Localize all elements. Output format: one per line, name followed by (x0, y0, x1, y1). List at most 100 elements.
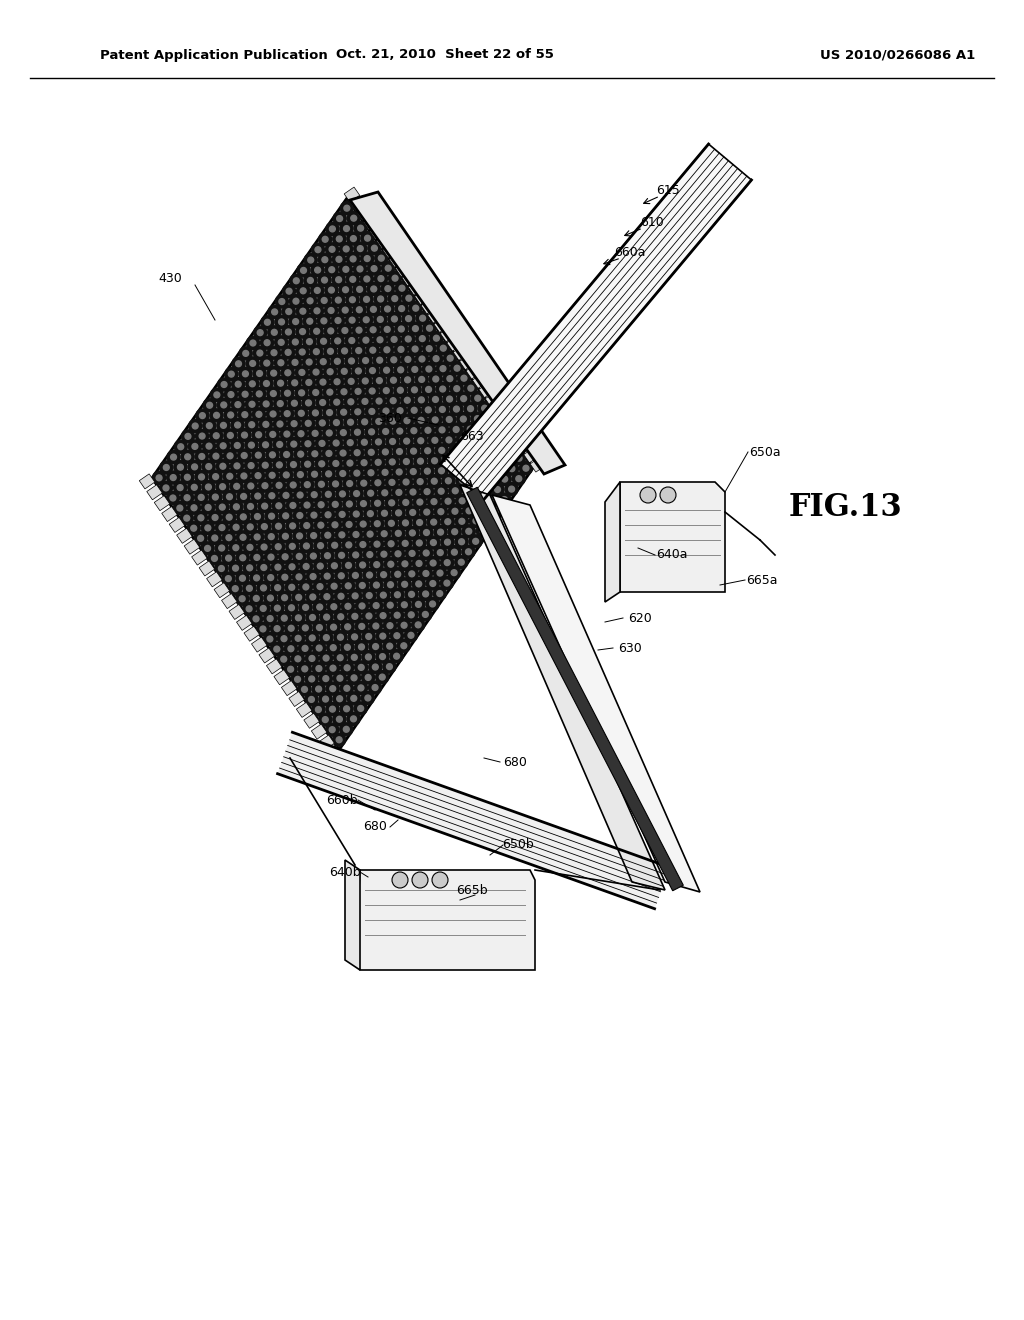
Circle shape (297, 264, 310, 277)
Circle shape (452, 570, 457, 576)
Circle shape (316, 355, 330, 368)
Circle shape (446, 437, 452, 442)
Circle shape (306, 590, 319, 603)
Circle shape (216, 500, 228, 513)
Circle shape (350, 276, 355, 282)
Circle shape (459, 519, 465, 524)
Circle shape (447, 566, 461, 579)
Circle shape (248, 524, 253, 529)
Circle shape (206, 463, 212, 470)
Circle shape (403, 438, 410, 444)
Circle shape (509, 445, 515, 451)
Circle shape (309, 407, 322, 420)
Circle shape (299, 581, 312, 594)
Circle shape (403, 458, 410, 465)
Circle shape (167, 491, 179, 504)
Circle shape (365, 466, 378, 479)
Circle shape (350, 487, 364, 500)
Circle shape (265, 490, 279, 502)
Circle shape (424, 469, 430, 474)
Text: 640b: 640b (329, 866, 360, 879)
Circle shape (327, 682, 339, 696)
Circle shape (332, 543, 338, 548)
Text: Oct. 21, 2010  Sheet 22 of 55: Oct. 21, 2010 Sheet 22 of 55 (336, 49, 554, 62)
Circle shape (372, 246, 377, 251)
Circle shape (254, 535, 260, 540)
Circle shape (310, 533, 316, 539)
Circle shape (342, 579, 354, 593)
Circle shape (331, 644, 336, 651)
Circle shape (214, 392, 220, 397)
Circle shape (285, 622, 298, 635)
Circle shape (441, 495, 455, 508)
Circle shape (418, 438, 424, 444)
Circle shape (275, 544, 282, 549)
Polygon shape (498, 411, 514, 425)
Circle shape (241, 513, 246, 520)
Circle shape (195, 511, 208, 524)
Circle shape (319, 672, 333, 685)
Circle shape (261, 315, 273, 329)
Circle shape (344, 226, 349, 231)
Circle shape (267, 387, 280, 400)
Circle shape (322, 257, 328, 263)
Circle shape (339, 552, 344, 558)
Circle shape (303, 314, 316, 327)
Circle shape (246, 378, 259, 391)
Circle shape (253, 347, 266, 359)
Circle shape (309, 615, 315, 620)
Circle shape (215, 541, 228, 554)
Circle shape (309, 385, 323, 399)
Circle shape (394, 632, 399, 639)
Circle shape (516, 455, 522, 461)
Circle shape (423, 611, 428, 618)
Circle shape (372, 477, 384, 490)
Circle shape (429, 372, 442, 385)
Circle shape (444, 519, 451, 524)
Circle shape (357, 705, 364, 711)
Circle shape (201, 543, 214, 554)
Circle shape (217, 440, 229, 453)
Circle shape (324, 635, 330, 640)
Circle shape (191, 504, 197, 511)
Circle shape (398, 537, 412, 550)
Circle shape (233, 504, 240, 510)
Circle shape (357, 498, 370, 510)
Circle shape (327, 409, 333, 416)
Circle shape (419, 609, 432, 620)
Circle shape (313, 601, 327, 614)
Circle shape (355, 388, 361, 395)
Circle shape (426, 577, 439, 590)
Circle shape (378, 527, 391, 540)
Circle shape (254, 326, 266, 339)
Polygon shape (350, 197, 367, 211)
Polygon shape (446, 337, 463, 351)
Circle shape (316, 624, 323, 631)
Circle shape (282, 326, 295, 338)
Circle shape (234, 422, 241, 428)
Circle shape (473, 498, 479, 503)
Circle shape (300, 540, 313, 553)
Circle shape (487, 498, 494, 503)
Circle shape (337, 696, 343, 702)
Circle shape (321, 590, 334, 603)
Circle shape (415, 393, 428, 407)
Circle shape (390, 649, 403, 663)
Circle shape (318, 232, 332, 246)
Circle shape (281, 387, 294, 400)
Circle shape (318, 713, 332, 726)
Circle shape (408, 445, 420, 458)
Circle shape (323, 447, 336, 459)
Circle shape (519, 462, 532, 475)
Circle shape (272, 458, 286, 471)
Circle shape (299, 622, 312, 635)
Circle shape (388, 520, 394, 527)
Circle shape (416, 602, 422, 607)
Circle shape (402, 561, 408, 566)
Circle shape (299, 370, 305, 375)
Circle shape (435, 444, 449, 457)
Circle shape (424, 510, 430, 515)
Circle shape (337, 446, 349, 459)
Circle shape (283, 513, 289, 519)
Circle shape (365, 696, 371, 701)
